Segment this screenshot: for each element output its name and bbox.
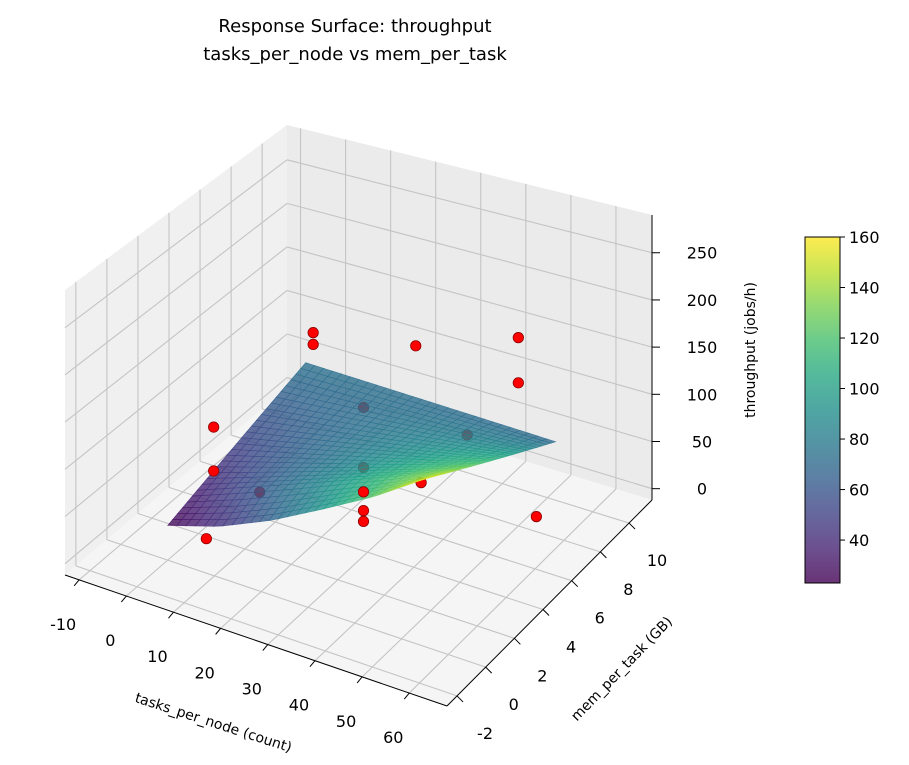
scatter-point [512,377,524,389]
y-tick-label: 8 [623,580,633,599]
colorbar-tick-label: 40 [849,531,869,550]
z-tick-label: 200 [687,291,718,310]
x-tick-mark [120,595,127,603]
colorbar-tick-label: 100 [849,380,880,399]
z-tick-label: 150 [687,338,718,357]
x-gridline-floor [408,488,617,694]
scatter-point [208,421,220,433]
y-tick-mark [600,551,607,559]
x-tick-label: -10 [50,615,76,634]
y-tick-label: 0 [509,695,519,714]
chart-title-line-2: tasks_per_node vs mem_per_task [203,44,507,65]
y-tick-mark [542,609,550,616]
scatter-point [357,515,370,528]
x-tick-mark [73,579,80,587]
x-tick-mark [403,692,410,700]
z-gridline-back [286,246,653,348]
colorbar-tick-label: 60 [849,481,869,500]
x-tick-label: 0 [105,631,115,650]
y-tick-mark [485,666,493,674]
z-gridline-left [64,159,288,329]
colorbar-tick-label: 160 [849,228,880,247]
y-tick-label: 2 [537,666,547,685]
scatter-point [208,465,220,477]
scatter-point [357,486,370,498]
y-tick-label: 4 [566,637,576,656]
z-gridline-left [64,290,288,470]
x-axis-label: tasks_per_node (count) [133,690,294,756]
y-gridline-floor [106,539,486,668]
z-gridline-left [64,377,288,565]
y-tick-mark [514,637,521,645]
z-gridline-left [64,333,288,517]
colorbar: 40 60 80 100 120 140 160 [804,228,880,584]
x-tick-label: 30 [242,680,262,699]
x-axis-line [64,574,448,707]
z-gridline-back [286,159,653,254]
colorbar-tick-label: 140 [849,279,880,298]
x-tick-mark [215,628,222,635]
scatter-point [512,332,524,344]
z-tick-label: 0 [697,480,707,499]
x-tick-label: 40 [289,696,309,715]
y-tick-label: 10 [647,551,667,570]
z-gridline-back [286,333,653,443]
colorbar-gradient [804,236,841,584]
y-tick-mark [628,522,636,530]
x-gridline-floor [361,474,572,678]
chart-title-line-1: Response Surface: throughput [218,16,491,37]
y-gridline-floor [137,513,515,639]
x-tick-label: 20 [194,663,214,682]
x-tick-label: 10 [147,647,167,666]
z-gridline-left [64,246,288,423]
z-gridline-back [286,202,653,301]
gridlines [64,128,653,697]
scatter-point [357,505,370,517]
x-gridline-floor [267,447,482,645]
x-tick-label: 50 [336,712,356,731]
scatter-point [530,511,542,523]
y-tick-label: -2 [477,724,493,743]
y-tick-label: 6 [595,609,605,628]
x-gridline-floor [314,460,527,662]
scatter-point [410,340,422,352]
scatter-point [307,338,319,351]
z-gridline-left [64,202,288,376]
z-gridline-back [286,289,653,395]
x-tick-mark [356,676,363,684]
z-tick-label: 50 [692,432,712,451]
y-tick-mark [456,695,464,703]
y-gridline-floor [75,565,458,697]
z-axis-label: throughput (jobs/h) [743,282,759,418]
z-tick-label: 100 [687,385,718,404]
x-tick-label: 60 [383,728,403,747]
scatter-point [200,533,212,545]
colorbar-tick-label: 120 [849,329,880,348]
y-axis-label: mem_per_task (GB) [568,614,676,725]
surface-patch [415,477,430,483]
scatter-point [307,327,319,339]
colorbar-tick-label: 80 [849,430,869,449]
scatter-points-front [208,327,542,528]
z-tick-label: 250 [687,244,718,263]
x-tick-mark [262,644,269,651]
x-tick-mark [309,660,316,668]
surface-mesh [167,362,557,527]
y-tick-mark [571,580,579,588]
x-tick-mark [168,611,174,619]
y-axis-line [446,499,653,707]
